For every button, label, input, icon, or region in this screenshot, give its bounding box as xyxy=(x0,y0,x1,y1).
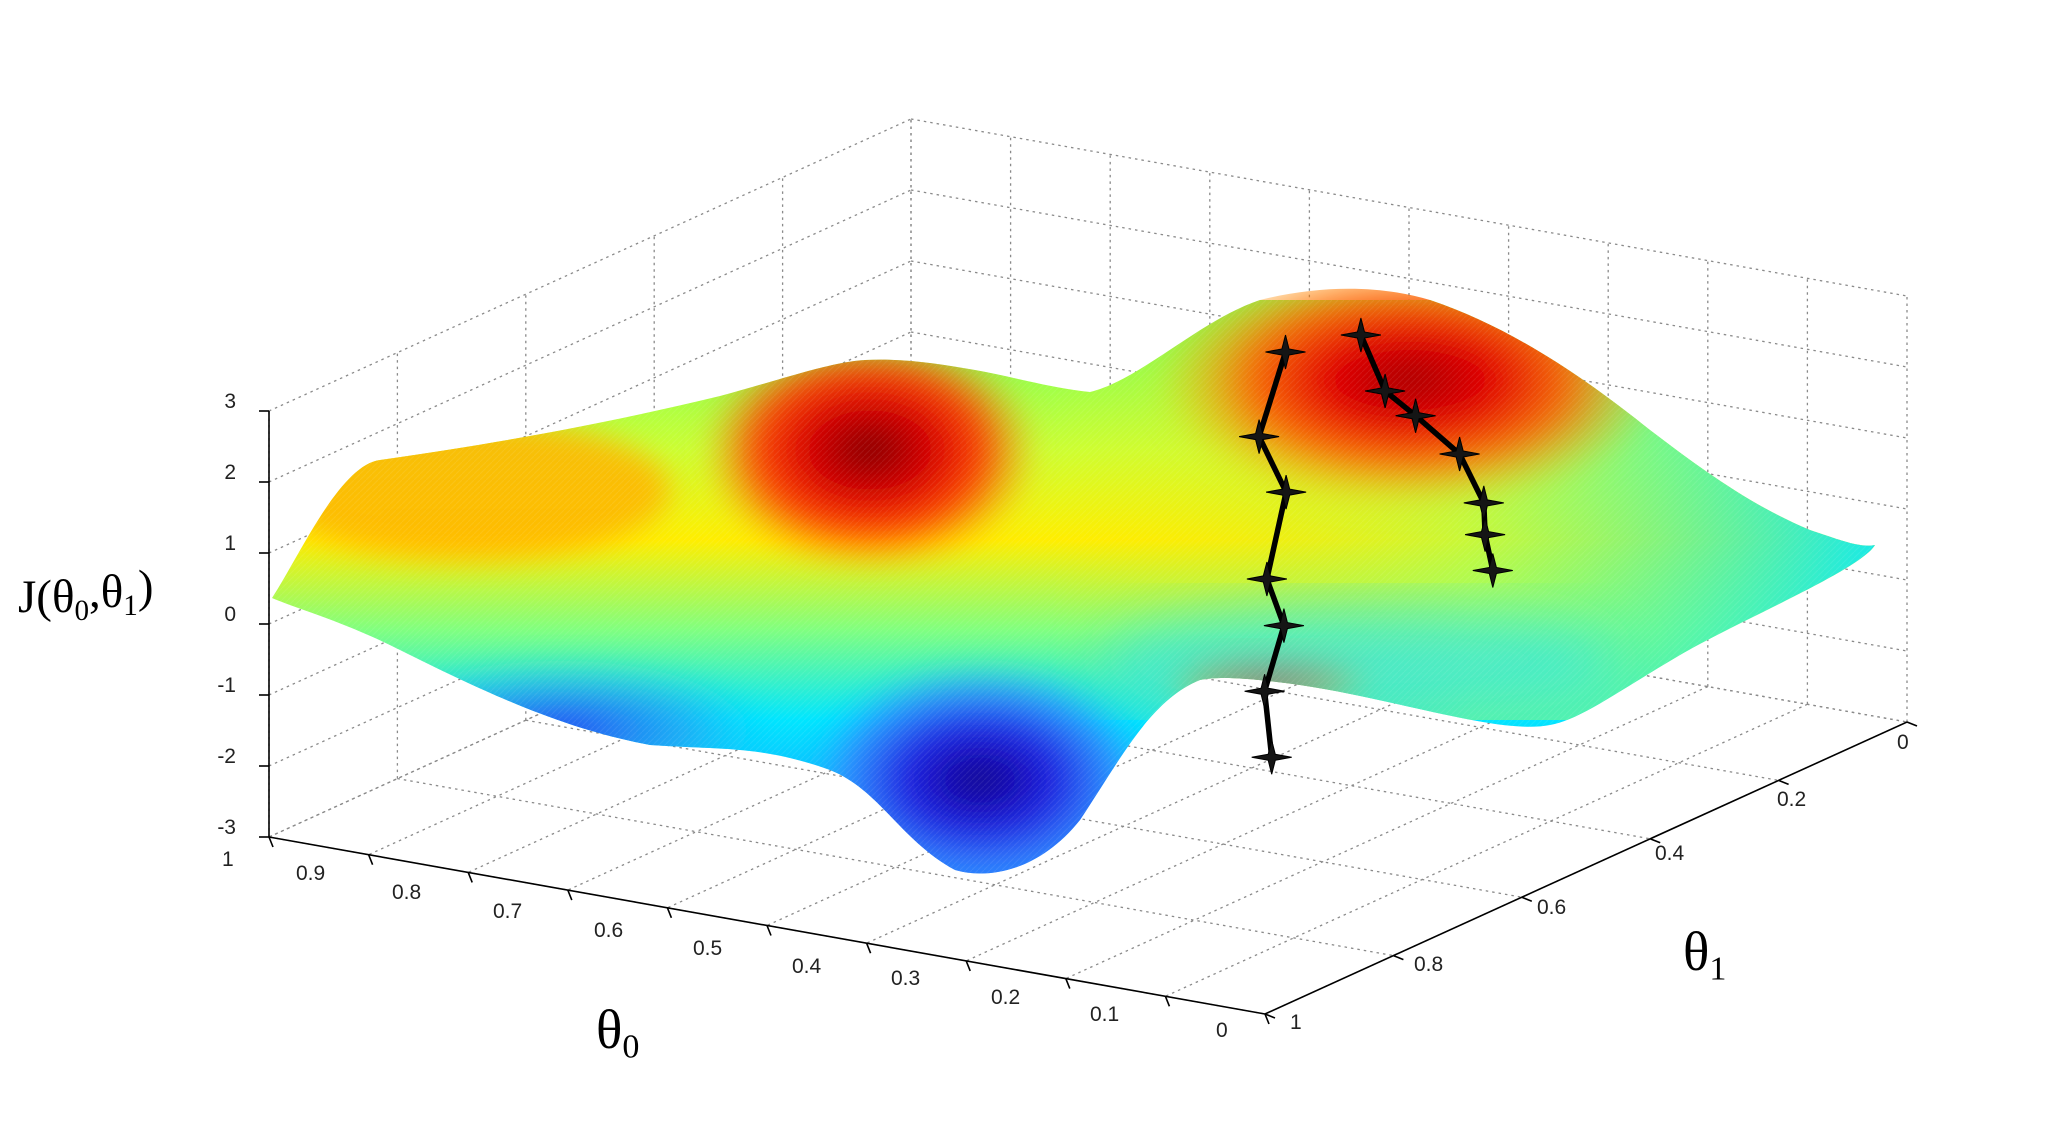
z-tick-label: 2 xyxy=(224,461,236,484)
axis-lines xyxy=(259,410,1918,1025)
x-tick-label: 0.9 xyxy=(296,862,325,885)
x-tick-label: 0.5 xyxy=(693,937,722,960)
z-tick-label: -3 xyxy=(217,816,236,839)
z-tick-label: -1 xyxy=(217,674,236,697)
x-tick-label: 0.6 xyxy=(594,919,623,942)
descent-step-marker xyxy=(1251,740,1292,775)
descent-step-marker xyxy=(1465,517,1506,552)
y-tick-label: 0.8 xyxy=(1414,953,1443,976)
x-tick-label: 0.7 xyxy=(493,900,522,923)
descent-step-marker xyxy=(1246,561,1287,597)
z-tick-label: 1 xyxy=(224,532,236,555)
z-tick-label: 0 xyxy=(224,603,236,626)
z-axis-title: J(θ0​,θ1​) xyxy=(18,561,154,627)
x-tick-label: 0 xyxy=(1216,1019,1228,1042)
descent-step-marker xyxy=(1265,334,1306,370)
x-tick-label: 1 xyxy=(222,848,234,871)
y-tick-label: 0.6 xyxy=(1537,896,1566,919)
descent-step-marker xyxy=(1340,317,1381,353)
y-tick-label: 1 xyxy=(1290,1011,1302,1034)
y-axis-title: θ1​ xyxy=(1683,921,1726,988)
y-tick-label: 0.4 xyxy=(1655,842,1685,865)
descent-step-marker xyxy=(1263,608,1304,643)
descent-step-marker xyxy=(1439,436,1480,472)
cost-surface xyxy=(272,288,1875,874)
descent-step-marker xyxy=(1463,485,1504,521)
z-axis-ticks: 3 2 1 0 -1 -2 -3 xyxy=(217,390,236,839)
x-tick-label: 0.3 xyxy=(891,967,920,990)
y-tick-label: 0.2 xyxy=(1777,788,1806,811)
theta0-axis-ticks: 1 0.9 0.8 0.7 0.6 0.5 0.4 0.3 0.2 0.1 0 xyxy=(222,848,1228,1042)
x-tick-label: 0.8 xyxy=(392,881,421,904)
y-tick-label: 0 xyxy=(1897,731,1909,754)
descent-step-marker xyxy=(1395,398,1436,433)
z-tick-label: 3 xyxy=(224,390,236,413)
descent-step-marker xyxy=(1365,373,1406,409)
descent-step-marker xyxy=(1472,553,1513,588)
x-tick-label: 0.4 xyxy=(792,955,822,978)
x-axis-title: θ0​ xyxy=(596,999,639,1066)
x-tick-label: 0.2 xyxy=(991,986,1020,1009)
x-tick-label: 0.1 xyxy=(1090,1003,1119,1026)
gradient-descent-paths xyxy=(1239,317,1513,775)
z-tick-label: -2 xyxy=(217,745,236,768)
descent-step-marker xyxy=(1239,419,1280,454)
descent-step-marker xyxy=(1244,674,1285,709)
theta1-axis-ticks: 0 0.2 0.4 0.6 0.8 1 xyxy=(1290,731,1909,1034)
descent-step-marker xyxy=(1266,474,1307,510)
